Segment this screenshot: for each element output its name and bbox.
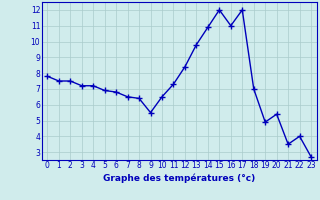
X-axis label: Graphe des températures (°c): Graphe des températures (°c) (103, 173, 255, 183)
